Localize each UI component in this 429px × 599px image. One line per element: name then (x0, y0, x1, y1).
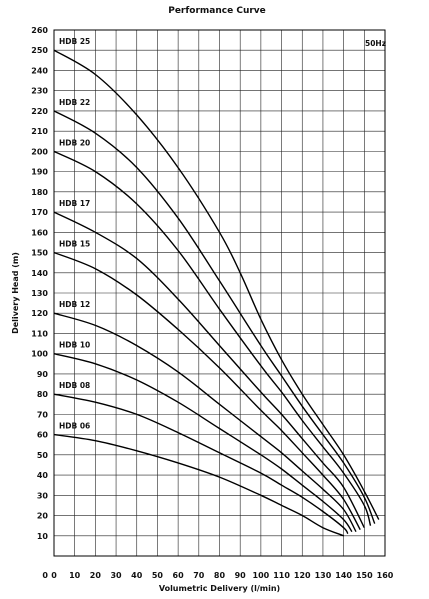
x-axis-label: Volumetric Delivery (l/min) (159, 584, 280, 593)
y-tick-label: 100 (31, 350, 48, 359)
x-tick-label: 140 (335, 571, 352, 580)
y-tick-label: 50 (37, 451, 49, 460)
series-line-hdb-08 (53, 393, 349, 535)
x-tick-label: 120 (294, 571, 311, 580)
y-tick-label: 110 (31, 329, 48, 338)
y-tick-label: 60 (37, 431, 49, 440)
series-line-hdb-15 (53, 251, 361, 531)
series-label: HDB 17 (59, 199, 90, 208)
y-tick-label: 240 (31, 66, 48, 75)
y-tick-label: 250 (31, 46, 48, 55)
frequency-annotation: 50Hz (365, 39, 386, 48)
y-tick-label: 150 (31, 249, 48, 258)
y-tick-label: 30 (37, 491, 49, 500)
y-tick-label: 40 (37, 471, 49, 480)
x-tick-label: 90 (235, 571, 247, 580)
y-tick-label: 220 (31, 107, 48, 116)
y-tick-label: 140 (31, 269, 48, 278)
x-tick-label: 160 (377, 571, 394, 580)
y-tick-label: 20 (37, 512, 49, 521)
y-tick-label: 170 (31, 208, 48, 217)
y-tick-label: 120 (31, 309, 48, 318)
y-tick-label: 210 (31, 127, 48, 136)
x-tick-label: 30 (110, 571, 122, 580)
x-tick-label: 70 (193, 571, 205, 580)
x-tick-label: 80 (214, 571, 226, 580)
tick-labels: 0 10 20 30 40 50 60 70 80 90 100 110 120 130 140 150 160… (31, 26, 393, 580)
y-tick-label: 190 (31, 168, 48, 177)
series-label: HDB 06 (59, 422, 90, 431)
series-label: HDB 10 (59, 341, 90, 350)
y-tick-label: 230 (31, 87, 48, 96)
plot-frame (53, 29, 386, 557)
y-tick-label: 0 (42, 571, 48, 580)
x-tick-label: 110 (273, 571, 290, 580)
series-line-hdb-25 (53, 49, 380, 520)
y-tick-label: 260 (31, 26, 48, 35)
y-tick-label: 200 (31, 147, 48, 156)
x-tick-label: 50 (152, 571, 164, 580)
y-tick-label: 10 (37, 532, 49, 541)
y-tick-label: 90 (37, 370, 49, 379)
series-line-hdb-12 (53, 312, 357, 533)
series-label: HDB 12 (59, 300, 90, 309)
y-tick-label: 80 (37, 390, 49, 399)
series-label: HDB 15 (59, 240, 90, 249)
y-tick-label: 70 (37, 410, 49, 419)
series-label: HDB 25 (59, 37, 90, 46)
series-label: HDB 20 (59, 138, 90, 147)
series-line-hdb-17 (53, 211, 365, 529)
series-line-hdb-20 (53, 150, 372, 526)
series-line-hdb-06 (53, 433, 344, 537)
x-tick-label: 60 (173, 571, 185, 580)
x-tick-label: 0 (51, 571, 57, 580)
x-tick-label: 10 (69, 571, 81, 580)
series-line-hdb-22 (53, 110, 376, 524)
series-label: HDB 22 (59, 98, 90, 107)
series-layer: HDB 25 HDB 22 HDB 20 HDB 17 HDB 15 HDB 12 HDB … (53, 37, 380, 537)
x-tick-label: 150 (356, 571, 373, 580)
y-tick-label: 180 (31, 188, 48, 197)
y-axis-label: Delivery Head (m) (11, 252, 20, 334)
series-label: HDB 08 (59, 381, 90, 390)
x-tick-label: 100 (253, 571, 270, 580)
series-line-hdb-10 (53, 353, 353, 533)
x-tick-label: 40 (131, 571, 143, 580)
chart-title: Performance Curve (168, 6, 266, 16)
x-tick-label: 20 (90, 571, 102, 580)
y-tick-label: 160 (31, 228, 48, 237)
x-tick-label: 130 (315, 571, 332, 580)
y-tick-label: 130 (31, 289, 48, 298)
